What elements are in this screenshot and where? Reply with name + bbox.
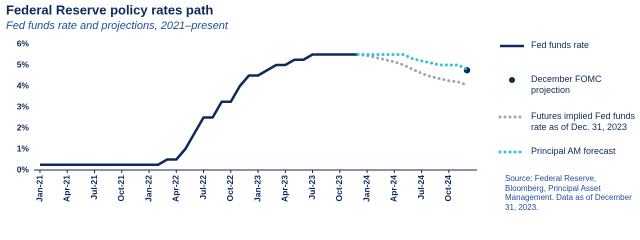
chart-subtitle: Fed funds rate and projections, 2021–pre… bbox=[6, 20, 229, 32]
x-tick-label: Apr-21 bbox=[62, 175, 72, 202]
legend-label: December FOMC projection bbox=[531, 74, 602, 95]
x-tick-label: Jan-21 bbox=[34, 175, 44, 202]
page: {"chart_data": {"type": "line", "title":… bbox=[6, 2, 636, 212]
forecast-line bbox=[356, 53, 469, 87]
rate-line bbox=[40, 53, 358, 166]
x-tick-label: Apr-24 bbox=[389, 175, 399, 202]
x-tick-label: Apr-23 bbox=[280, 175, 290, 202]
x-tick-label: Oct-23 bbox=[334, 175, 344, 202]
legend-swatch bbox=[509, 77, 515, 83]
x-tick-label: Jan-24 bbox=[361, 175, 371, 202]
x-tick-label: Jul-24 bbox=[416, 175, 426, 200]
y-tick-label: 2% bbox=[17, 122, 30, 132]
chart: Federal Reserve policy rates path Fed fu… bbox=[6, 2, 526, 202]
forecast-line bbox=[356, 53, 469, 71]
y-tick-label: 6% bbox=[17, 38, 30, 48]
y-tick-label: 0% bbox=[17, 164, 30, 174]
y-tick-label: 3% bbox=[17, 101, 30, 111]
chart-title: Federal Reserve policy rates path bbox=[6, 2, 213, 17]
legend-label: Futures implied Fed funds rate as of Dec… bbox=[531, 111, 636, 132]
y-tick-label: 5% bbox=[17, 59, 30, 69]
x-tick-label: Oct-21 bbox=[116, 175, 126, 202]
y-tick-label: 1% bbox=[17, 143, 30, 153]
x-tick-label: Oct-24 bbox=[443, 175, 453, 202]
x-tick-label: Jul-23 bbox=[307, 175, 317, 200]
legend-label: Principal AM forecast bbox=[531, 146, 616, 156]
source-note: Source: Federal Reserve, Bloomberg, Prin… bbox=[505, 174, 632, 212]
x-tick-label: Apr-22 bbox=[171, 175, 181, 202]
x-tick-label: Jan-23 bbox=[252, 175, 262, 202]
x-tick-label: Jan-22 bbox=[143, 175, 153, 202]
x-tick-label: Oct-22 bbox=[225, 175, 235, 202]
legend-label: Fed funds rate bbox=[531, 40, 590, 50]
y-tick-label: 4% bbox=[17, 80, 30, 90]
x-tick-label: Jul-21 bbox=[89, 175, 99, 200]
x-tick-label: Jul-22 bbox=[198, 175, 208, 200]
